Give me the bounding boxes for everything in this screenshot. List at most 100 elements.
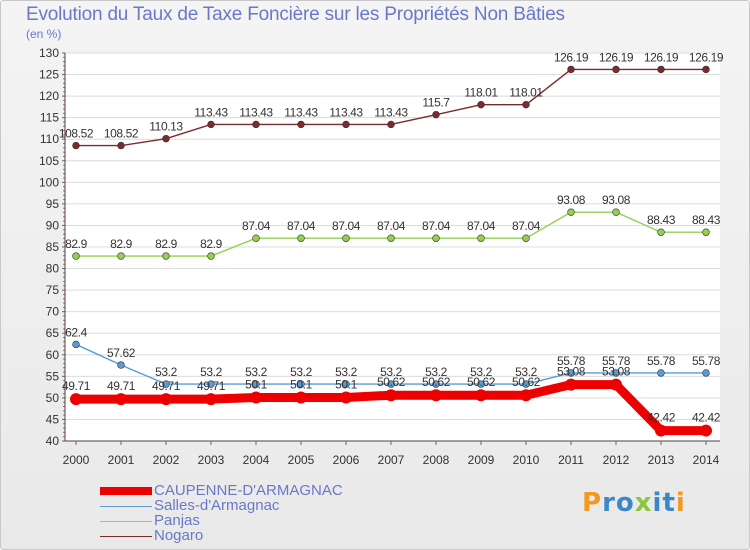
data-point [432, 110, 440, 119]
data-point [72, 252, 80, 260]
data-label: 87.04 [332, 219, 361, 233]
x-tick-label: 2011 [558, 453, 584, 467]
y-tick-label: 50 [46, 391, 60, 405]
x-tick-label: 2004 [243, 453, 270, 467]
x-tick-label: 2005 [288, 453, 315, 467]
data-point [432, 380, 440, 388]
data-point [342, 120, 350, 129]
logo-letter: i [675, 488, 686, 518]
data-label: 113.43 [194, 105, 228, 119]
data-label: 49.71 [197, 379, 226, 393]
x-tick-label: 2002 [153, 453, 180, 467]
data-point [612, 369, 620, 377]
series-0 [70, 378, 712, 437]
data-label: 53.2 [290, 365, 312, 379]
data-label: 53.2 [380, 365, 402, 379]
data-point [522, 100, 530, 109]
data-point [565, 378, 577, 391]
data-label: 53.2 [515, 365, 537, 379]
data-label: 53.08 [557, 365, 586, 379]
y-tick-label: 45 [46, 412, 60, 426]
logo-letter: o [615, 488, 635, 518]
data-point [297, 234, 305, 242]
data-label: 126.19 [554, 50, 589, 64]
data-point [205, 393, 217, 406]
logo-letter: P [582, 488, 603, 518]
logo-letter: x [634, 488, 653, 518]
data-point [162, 380, 170, 388]
data-label: 50.62 [512, 375, 541, 389]
data-label: 118.01 [464, 86, 498, 100]
data-label: 55.78 [647, 354, 676, 368]
data-point [475, 389, 487, 402]
data-point [117, 252, 125, 260]
y-tick-label: 115 [40, 111, 59, 125]
data-point [342, 380, 350, 388]
data-point [162, 252, 170, 260]
data-label: 53.2 [245, 365, 267, 379]
x-tick-label: 2006 [333, 453, 360, 467]
data-point [117, 141, 125, 150]
data-point [657, 65, 665, 74]
data-point [477, 234, 485, 242]
data-point [207, 380, 215, 388]
data-label: 87.04 [422, 219, 451, 233]
y-tick-label: 125 [39, 68, 59, 82]
data-label: 53.2 [425, 365, 447, 379]
data-point [477, 100, 485, 109]
data-point [522, 234, 530, 242]
y-tick-label: 80 [46, 262, 60, 276]
data-label: 50.62 [467, 375, 496, 389]
data-label: 87.04 [377, 219, 406, 233]
legend-label: CAUPENNE-D'ARMAGNAC [154, 482, 343, 499]
data-label: 49.71 [152, 379, 181, 393]
series-2 [72, 208, 710, 260]
data-label: 57.62 [107, 346, 136, 360]
data-point [252, 120, 260, 129]
x-tick-label: 2013 [648, 453, 675, 467]
data-point [207, 120, 215, 129]
data-label: 87.04 [287, 219, 316, 233]
data-label: 118.01 [509, 86, 543, 100]
y-tick-label: 75 [46, 283, 60, 297]
data-point [252, 234, 260, 242]
series-3 [72, 65, 710, 150]
data-label: 42.42 [647, 411, 676, 425]
data-label: 113.43 [329, 105, 363, 119]
data-point [72, 141, 80, 150]
data-label: 53.2 [200, 365, 222, 379]
data-point [702, 65, 710, 74]
data-point [387, 120, 395, 129]
legend-label: Panjas [154, 512, 200, 529]
series-1 [72, 340, 710, 388]
data-label: 55.78 [602, 354, 631, 368]
data-point [297, 380, 305, 388]
data-label: 82.9 [110, 237, 132, 251]
x-tick-label: 2007 [378, 453, 405, 467]
y-tick-label: 130 [39, 46, 59, 60]
legend-swatch [100, 506, 152, 507]
data-point [522, 380, 530, 388]
x-tick-label: 2012 [603, 453, 630, 467]
data-point [297, 120, 305, 129]
data-label: 87.04 [467, 219, 496, 233]
data-point [387, 380, 395, 388]
legend-label: Nogaro [154, 527, 204, 544]
x-tick-label: 2000 [63, 453, 90, 467]
x-tick-label: 2014 [693, 453, 720, 467]
legend-label: Salles-d'Armagnac [154, 497, 280, 514]
x-tick-label: 2010 [513, 453, 540, 467]
y-tick-label: 110 [40, 132, 59, 146]
y-tick-label: 95 [46, 197, 60, 211]
data-label: 53.2 [335, 365, 357, 379]
y-tick-label: 65 [46, 326, 60, 340]
logo-letter: t [662, 488, 676, 518]
y-tick-label: 55 [46, 369, 60, 383]
data-label: 42.42 [692, 411, 721, 425]
data-point [610, 378, 622, 391]
data-label: 110.13 [149, 120, 183, 134]
data-label: 113.43 [239, 105, 273, 119]
x-tick-label: 2008 [423, 453, 450, 467]
data-point [430, 389, 442, 402]
data-label: 126.19 [599, 50, 634, 64]
